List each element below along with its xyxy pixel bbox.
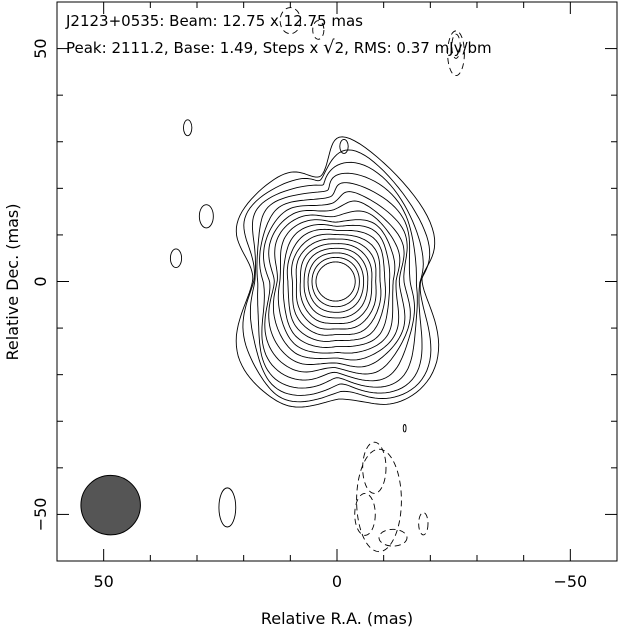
contour-level-11 — [272, 210, 401, 361]
y-tick-labels: 50 0 −50 — [31, 38, 50, 531]
negative-contour — [356, 448, 402, 553]
negative-contour — [312, 20, 325, 40]
contour-level-17 — [242, 149, 432, 403]
contour-blob — [339, 138, 349, 154]
contour-blob — [183, 119, 193, 137]
x-axis-label: Relative R.A. (mas) — [261, 609, 413, 628]
contour-level-16 — [249, 161, 424, 396]
negative-contour — [418, 512, 429, 536]
header-line-2-prefix: Peak: 2111.2, Base: 1.49, Steps x — [66, 39, 323, 57]
contour-lines — [169, 119, 440, 528]
contour-level-4 — [303, 247, 369, 319]
plot-frame — [56, 1, 618, 562]
contour-level-18 — [235, 136, 440, 408]
x-tick-label: −50 — [553, 572, 587, 591]
contour-level-13 — [263, 191, 411, 375]
negative-contour-lines — [279, 7, 465, 553]
negative-contour — [362, 441, 387, 494]
y-tick-label: 0 — [31, 276, 50, 286]
beam-ellipse — [80, 474, 141, 536]
x-tick-label: 0 — [332, 572, 342, 591]
negative-contour — [354, 493, 376, 536]
contour-level-8 — [286, 228, 386, 342]
y-tick-label: −50 — [31, 498, 50, 532]
contour-level-5 — [299, 243, 373, 324]
contour-level-3 — [307, 252, 365, 313]
contour-level-9 — [282, 224, 391, 348]
contour-level-6 — [295, 238, 377, 330]
contour-level-12 — [268, 200, 406, 368]
negative-contour — [378, 528, 408, 547]
negative-contour — [447, 30, 465, 77]
contour-level-14 — [259, 182, 415, 382]
x-tick-label: 50 — [93, 572, 113, 591]
contour-level-2 — [311, 256, 360, 308]
y-tick-label: 50 — [31, 38, 50, 58]
contour-level-10 — [277, 219, 396, 354]
header-line-2-suffix: 2, RMS: 0.37 mJy/bm — [335, 39, 492, 57]
x-tick-labels: 50 0 −50 — [93, 572, 587, 591]
contour-level-1 — [315, 261, 356, 302]
sqrt-symbol: √ — [323, 37, 335, 58]
header-line-1: J2123+0535: Beam: 12.75 x 12.75 mas — [65, 12, 363, 30]
contour-blob — [198, 204, 214, 229]
contour-level-7 — [291, 233, 382, 336]
negative-contour — [451, 33, 461, 59]
contour-blob — [169, 248, 183, 268]
y-axis-label: Relative Dec. (mas) — [3, 204, 22, 361]
contour-level-15 — [256, 172, 418, 389]
axis-ticks — [57, 2, 617, 561]
contour-blob — [402, 424, 407, 433]
header-line-2: Peak: 2111.2, Base: 1.49, Steps x √2, RM… — [66, 37, 492, 58]
contour-blob — [218, 487, 237, 528]
